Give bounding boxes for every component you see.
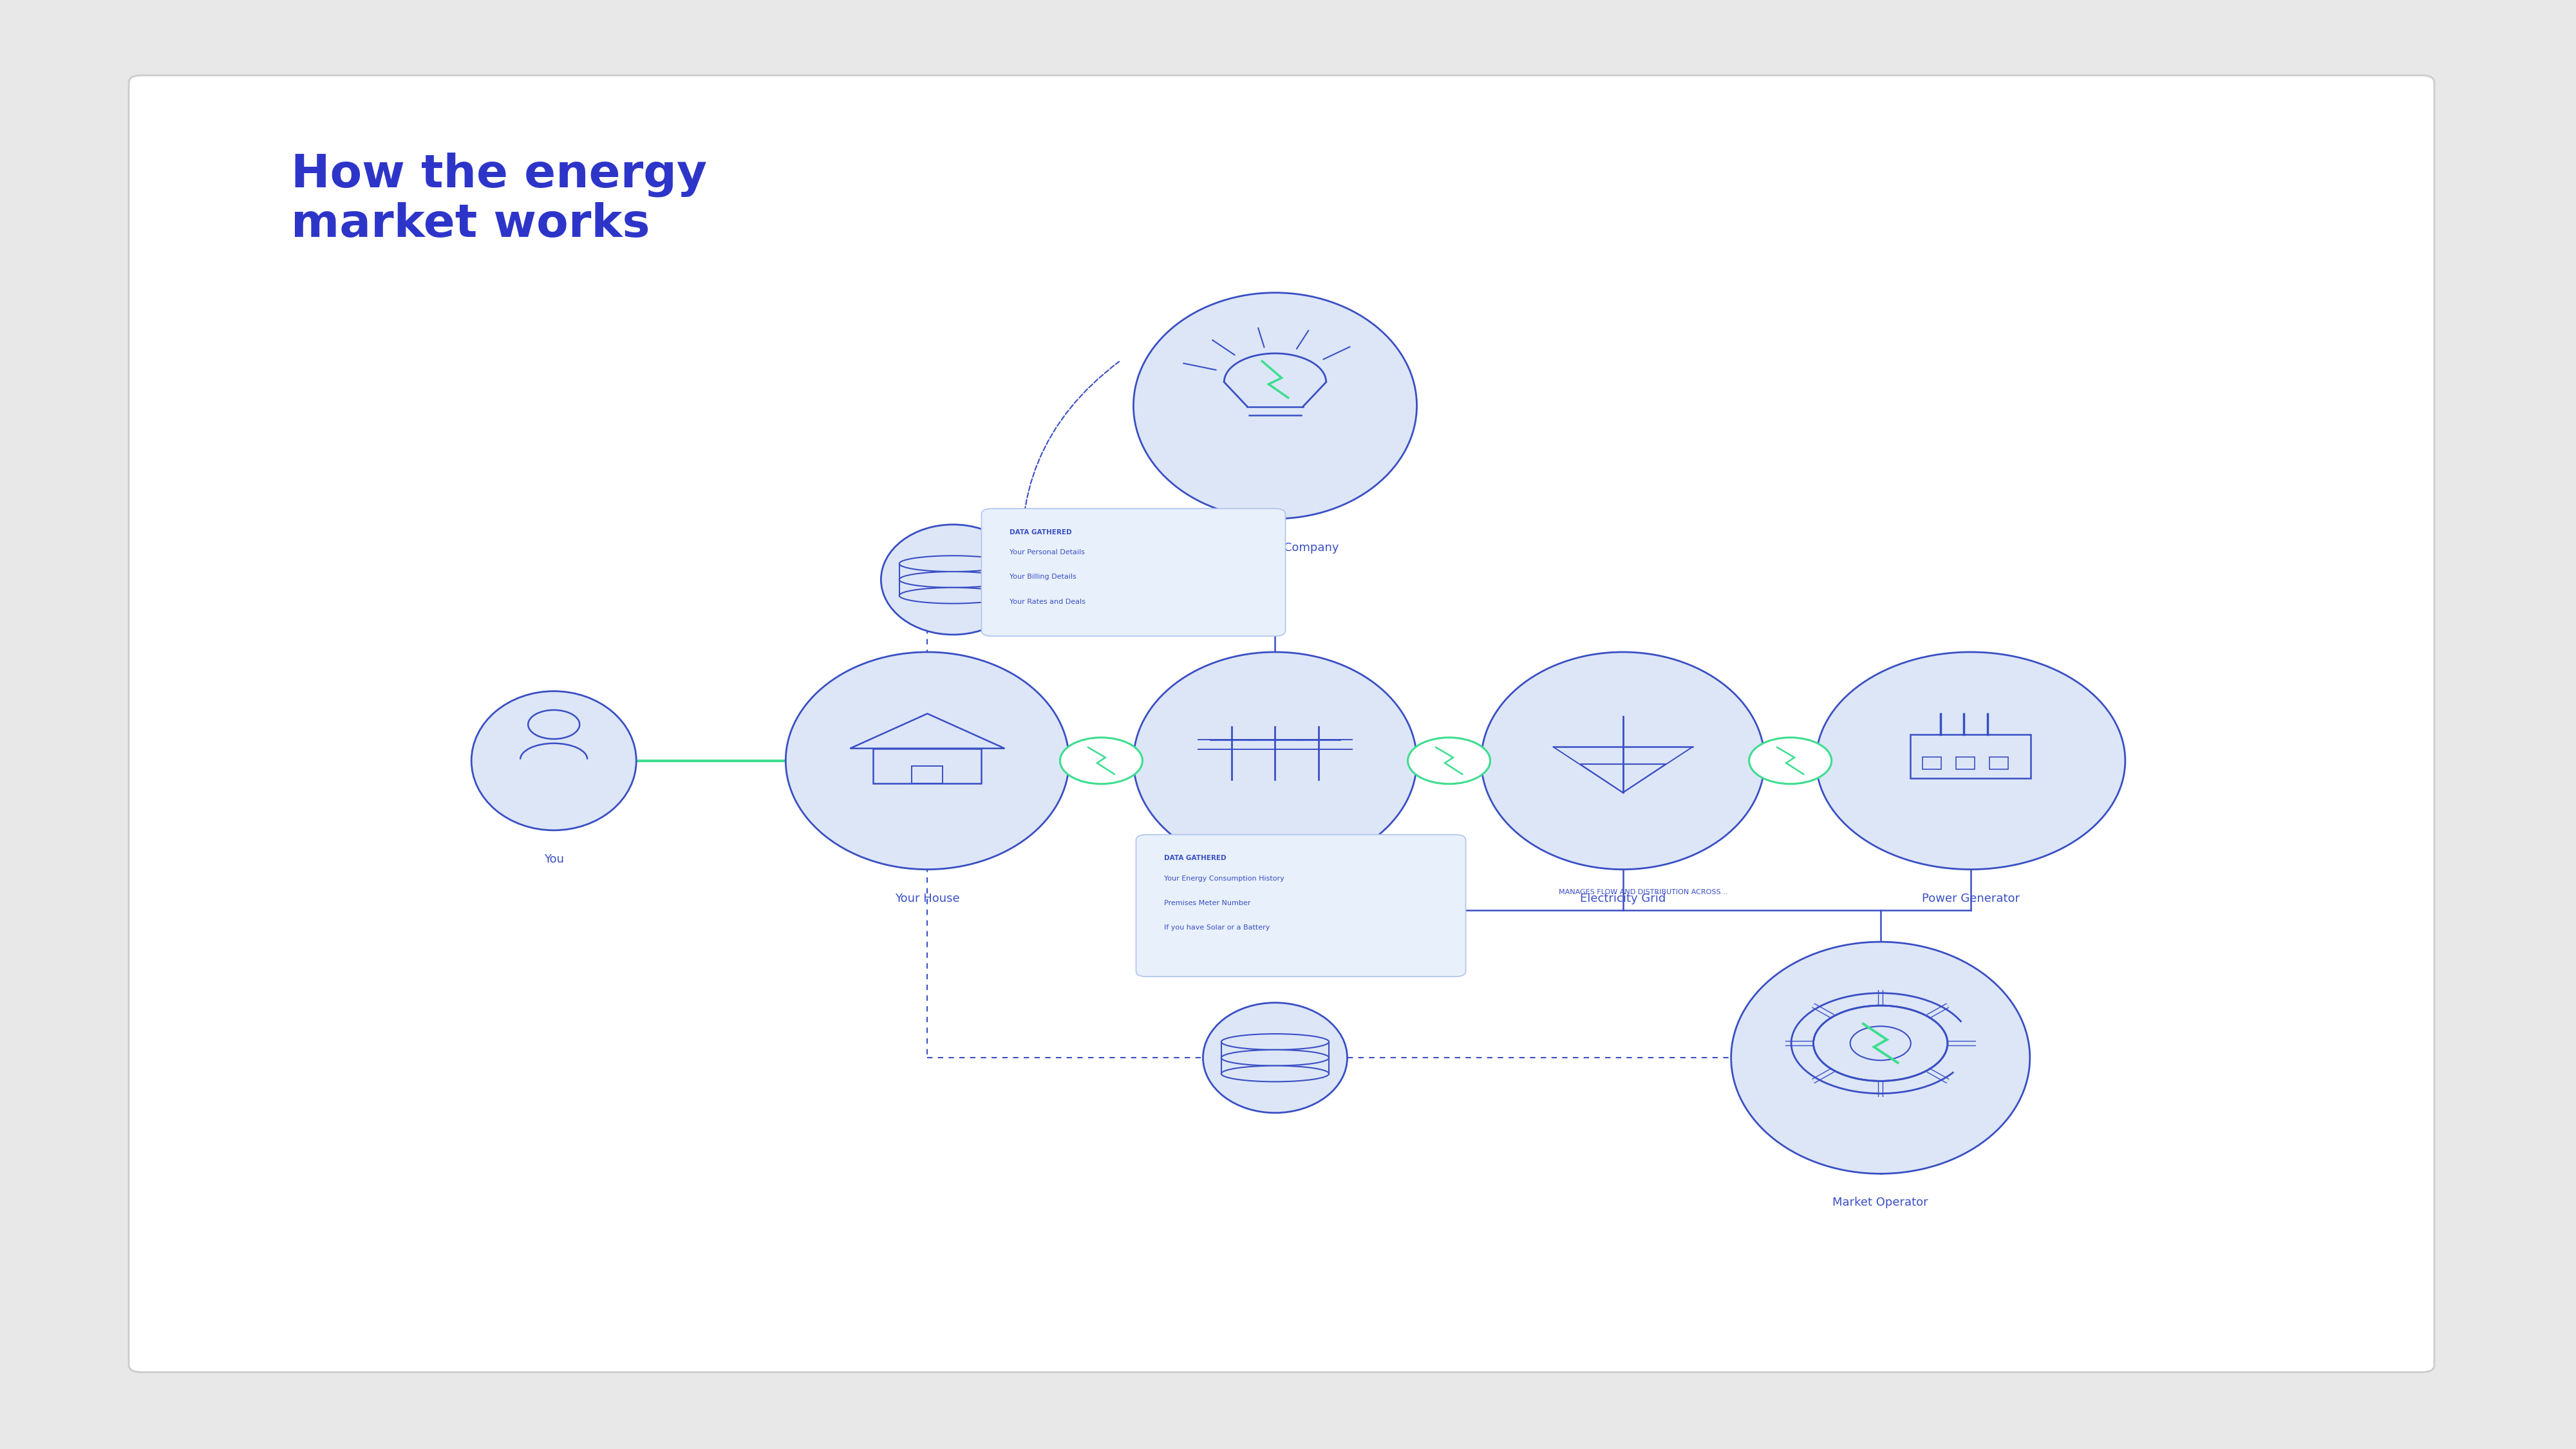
Ellipse shape xyxy=(1731,942,2030,1174)
Text: Power Generator: Power Generator xyxy=(1922,893,2020,904)
Ellipse shape xyxy=(1816,652,2125,869)
Text: Premises Meter Number: Premises Meter Number xyxy=(1164,900,1252,906)
Ellipse shape xyxy=(899,588,1007,604)
Text: You: You xyxy=(544,853,564,865)
Ellipse shape xyxy=(1221,1066,1329,1081)
Ellipse shape xyxy=(1221,1049,1329,1066)
Ellipse shape xyxy=(1221,1035,1329,1049)
Text: Your Billing Details: Your Billing Details xyxy=(1010,574,1077,580)
Ellipse shape xyxy=(899,572,1007,588)
Circle shape xyxy=(1749,738,1832,784)
Ellipse shape xyxy=(786,652,1069,869)
Text: Distributor: Distributor xyxy=(1244,893,1306,904)
Text: Your Rates and Deals: Your Rates and Deals xyxy=(1010,598,1084,604)
FancyBboxPatch shape xyxy=(1136,835,1466,977)
Ellipse shape xyxy=(1133,652,1417,869)
Text: Your Personal Details: Your Personal Details xyxy=(1010,549,1084,555)
Ellipse shape xyxy=(899,556,1007,572)
FancyBboxPatch shape xyxy=(129,75,2434,1372)
Ellipse shape xyxy=(1481,652,1765,869)
FancyBboxPatch shape xyxy=(981,509,1285,636)
Text: Your House: Your House xyxy=(894,893,961,904)
Text: Your Energy Company: Your Energy Company xyxy=(1211,542,1340,554)
Ellipse shape xyxy=(1133,293,1417,519)
Ellipse shape xyxy=(471,691,636,830)
Text: MANAGES FLOW AND DISTRIBUTION ACROSS...: MANAGES FLOW AND DISTRIBUTION ACROSS... xyxy=(1558,890,1728,895)
Circle shape xyxy=(1061,738,1144,784)
Circle shape xyxy=(1406,738,1489,784)
Text: If you have Solar or a Battery: If you have Solar or a Battery xyxy=(1164,924,1270,930)
Text: How the energy
market works: How the energy market works xyxy=(291,152,706,246)
Text: Your Energy Consumption History: Your Energy Consumption History xyxy=(1164,875,1285,881)
Text: Electricity Grid: Electricity Grid xyxy=(1579,893,1667,904)
Ellipse shape xyxy=(1203,1003,1347,1113)
Text: DATA GATHERED: DATA GATHERED xyxy=(1010,529,1072,535)
Text: DATA GATHERED: DATA GATHERED xyxy=(1164,855,1226,861)
Text: Market Operator: Market Operator xyxy=(1832,1197,1929,1208)
Ellipse shape xyxy=(881,525,1025,635)
